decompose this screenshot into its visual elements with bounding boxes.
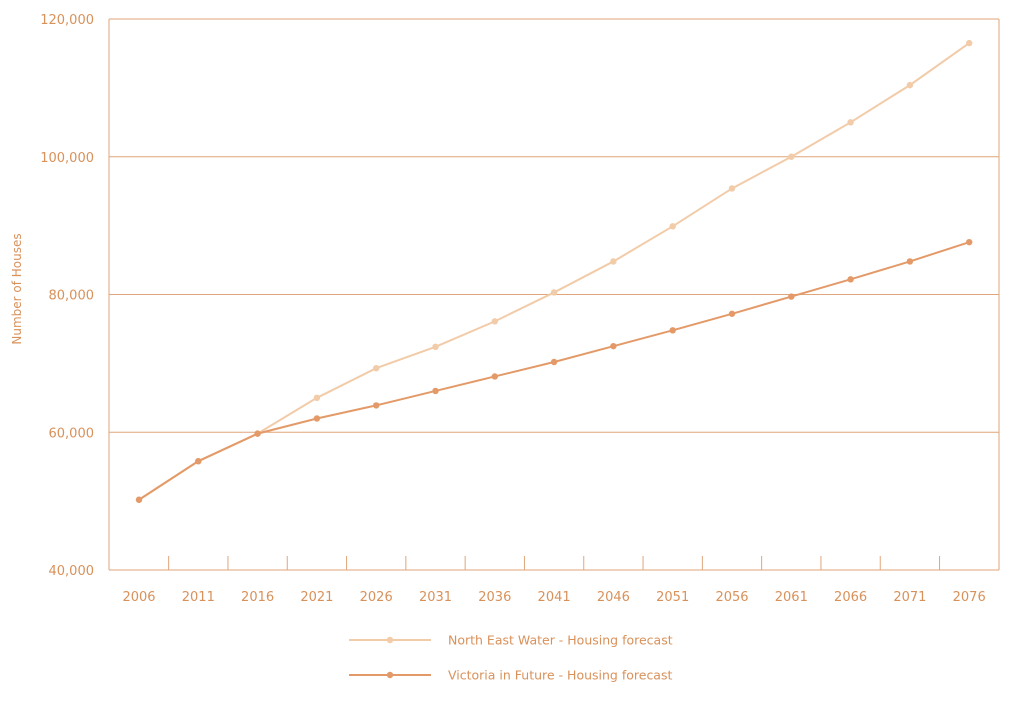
y-tick-label: 60,000 xyxy=(49,426,95,441)
data-point xyxy=(313,394,321,402)
data-point xyxy=(550,289,558,296)
x-tick-label: 2016 xyxy=(241,590,274,605)
data-point xyxy=(847,119,854,126)
y-tick-label: 120,000 xyxy=(40,13,94,28)
x-tick-label: 2051 xyxy=(656,590,689,605)
data-point xyxy=(966,238,973,246)
data-point xyxy=(195,457,202,465)
legend-label: Victoria in Future - Housing forecast xyxy=(448,668,672,683)
data-point xyxy=(373,364,380,372)
y-tick-labels: 40,000 60,000 80,000 100,000 120,000 xyxy=(40,13,94,579)
x-tick-label: 2026 xyxy=(360,590,393,605)
x-tick-label: 2041 xyxy=(538,590,571,605)
data-point xyxy=(254,430,261,437)
x-tick-label: 2066 xyxy=(834,590,867,605)
axes xyxy=(108,19,1000,571)
x-tick-label: 2006 xyxy=(122,590,155,605)
x-tick-label: 2071 xyxy=(893,590,926,605)
x-tick-labels: 2006 2011 2016 2021 2026 2031 2036 2041 2046 2051… xyxy=(122,590,985,605)
data-point xyxy=(610,258,617,265)
x-tick-label: 2056 xyxy=(715,590,748,605)
data-point xyxy=(906,81,914,89)
series-line xyxy=(138,241,970,501)
legend: North East Water - Housing forecast Victo… xyxy=(349,633,673,683)
x-tick-label: 2076 xyxy=(953,590,986,605)
y-tick-label: 40,000 xyxy=(49,564,95,579)
y-axis-title: Number of Houses xyxy=(10,233,24,344)
data-point xyxy=(491,373,498,380)
legend-swatch-marker xyxy=(386,636,394,644)
x-tick-label: 2046 xyxy=(597,590,630,605)
legend-item-2: Victoria in Future - Housing forecast xyxy=(349,668,672,683)
x-tick-label: 2021 xyxy=(300,590,333,605)
legend-item-1: North East Water - Housing forecast xyxy=(349,633,673,648)
x-tick-label: 2036 xyxy=(478,590,511,605)
data-point xyxy=(788,153,795,160)
data-point xyxy=(313,415,321,422)
data-point xyxy=(432,343,439,351)
gridlines xyxy=(109,18,999,433)
data-point xyxy=(610,342,617,350)
data-point xyxy=(728,310,736,317)
series-2 xyxy=(135,238,973,503)
data-point xyxy=(432,387,439,395)
legend-swatch-marker xyxy=(386,671,394,679)
y-tick-label: 100,000 xyxy=(40,151,94,166)
data-point xyxy=(847,276,854,283)
data-point xyxy=(373,402,380,409)
series xyxy=(135,39,973,503)
data-point xyxy=(491,318,498,325)
data-point xyxy=(728,185,736,192)
data-point xyxy=(550,358,558,366)
data-point xyxy=(906,258,914,265)
x-tick-label: 2031 xyxy=(419,590,452,605)
data-point xyxy=(669,223,676,230)
y-tick-label: 80,000 xyxy=(49,289,95,304)
legend-label: North East Water - Housing forecast xyxy=(448,633,673,648)
data-point xyxy=(135,496,143,503)
data-point xyxy=(966,39,973,47)
data-point xyxy=(788,293,795,300)
x-tick-label: 2011 xyxy=(182,590,215,605)
data-point xyxy=(669,327,676,334)
x-tick-label: 2061 xyxy=(775,590,808,605)
